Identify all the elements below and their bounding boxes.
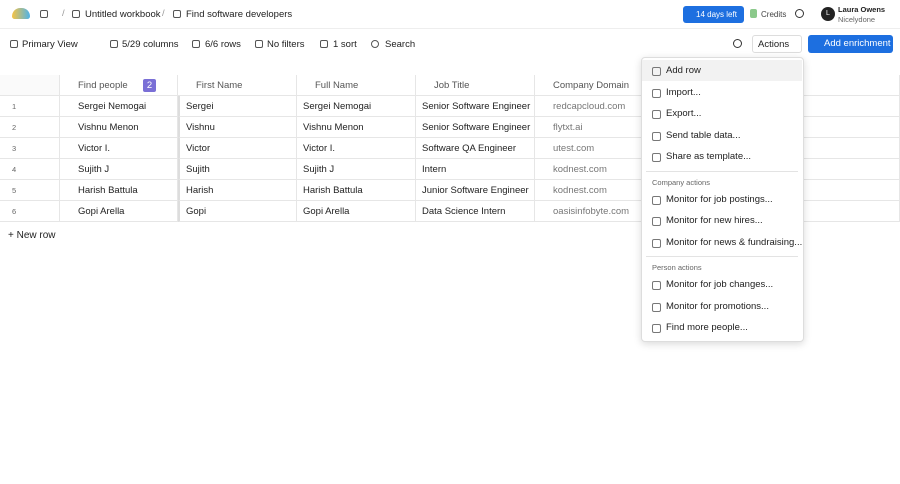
user-name: Laura Owens xyxy=(838,5,886,14)
workbook-icon xyxy=(72,10,80,18)
menu-item[interactable]: Export... xyxy=(642,103,802,124)
menu-item[interactable]: Monitor for promotions... xyxy=(642,296,802,317)
table-cell: Sujith J xyxy=(60,159,178,180)
separator: / xyxy=(162,8,165,19)
add-enrichment-button[interactable]: Add enrichment xyxy=(808,35,893,53)
table-cell: Vishnu Menon xyxy=(297,117,416,138)
rows-icon xyxy=(192,40,200,48)
table-cell: Gopi Arella xyxy=(60,201,178,222)
menu-item[interactable]: Find more people... xyxy=(642,317,802,338)
table-cell: Harish Battula xyxy=(60,180,178,201)
table-cell: Gopi xyxy=(178,201,297,222)
table-cell: Junior Software Engineer xyxy=(416,180,535,201)
filters-button[interactable]: No filters xyxy=(267,39,305,50)
table-cell: Victor xyxy=(178,138,297,159)
settings-icon[interactable] xyxy=(733,39,742,48)
actions-button[interactable]: Actions xyxy=(752,35,802,53)
actions-menu: Add row Import... Export... Send table data… xyxy=(641,57,804,342)
table-cell: Vishnu Menon xyxy=(60,117,178,138)
credits-icon xyxy=(750,9,757,18)
menu-section-title: Person actions xyxy=(652,263,702,272)
sort-button[interactable]: 1 sort xyxy=(333,39,357,50)
separator: / xyxy=(62,8,65,19)
workbook-name[interactable]: Untitled workbook xyxy=(85,9,161,20)
rows-button[interactable]: 6/6 rows xyxy=(205,39,241,50)
new-row-button[interactable]: + New row xyxy=(8,230,56,241)
search-icon xyxy=(371,40,379,48)
columns-icon xyxy=(110,40,118,48)
menu-section-title: Company actions xyxy=(652,177,710,187)
sort-icon xyxy=(320,40,328,48)
user-org: Nicelydone xyxy=(838,15,876,24)
credits[interactable]: Credits xyxy=(761,10,787,19)
column-header[interactable]: First Name xyxy=(178,75,297,96)
menu-item[interactable]: Monitor for news & fundraising... xyxy=(642,232,802,253)
table-cell: Senior Software Engineer xyxy=(416,96,535,117)
filter-icon xyxy=(255,40,263,48)
column-header[interactable]: Find people xyxy=(60,75,178,96)
view-icon xyxy=(10,40,18,48)
table-cell: Harish Battula xyxy=(297,180,416,201)
table-cell: Sergei Nemogai xyxy=(297,96,416,117)
column-header[interactable]: Job Title xyxy=(416,75,535,96)
table-cell: Sujith J xyxy=(297,159,416,180)
column-header[interactable]: Full Name xyxy=(297,75,416,96)
avatar[interactable]: L xyxy=(821,7,835,21)
menu-separator xyxy=(646,256,798,257)
row-number: 1 xyxy=(0,96,60,117)
menu-item[interactable]: Share as template... xyxy=(642,146,802,167)
menu-item[interactable]: Monitor for new hires... xyxy=(642,210,802,231)
table-name[interactable]: Find software developers xyxy=(186,9,293,20)
logo[interactable] xyxy=(12,8,30,19)
menu-item[interactable]: Monitor for job changes... xyxy=(642,274,802,295)
table-cell: Victor I. xyxy=(297,138,416,159)
menu-item[interactable]: Monitor for job postings... xyxy=(642,189,802,210)
header-cell xyxy=(0,75,60,96)
columns-button[interactable]: 5/29 columns xyxy=(122,39,179,50)
trial-button[interactable]: 14 days left xyxy=(683,6,744,23)
table-cell: Vishnu xyxy=(178,117,297,138)
table-cell: Data Science Intern xyxy=(416,201,535,222)
table-cell: Intern xyxy=(416,159,535,180)
people-count-badge: 2 xyxy=(143,79,156,92)
row-number: 2 xyxy=(0,117,60,138)
row-number: 6 xyxy=(0,201,60,222)
menu-separator xyxy=(646,170,798,172)
new-row-label[interactable]: New row xyxy=(16,230,56,241)
table-cell: Software QA Engineer xyxy=(416,138,535,159)
menu-item[interactable]: Add row xyxy=(642,60,802,81)
table-cell: Sergei Nemogai xyxy=(60,96,178,117)
table-icon xyxy=(173,10,181,18)
table-cell: Sujith xyxy=(178,159,297,180)
view-selector[interactable]: Primary View xyxy=(22,39,78,50)
table-cell: Gopi Arella xyxy=(297,201,416,222)
folder-icon[interactable] xyxy=(40,10,48,18)
search-button[interactable]: Search xyxy=(385,39,416,50)
row-number: 4 xyxy=(0,159,60,180)
table-cell: Sergei xyxy=(178,96,297,117)
table-cell: Harish xyxy=(178,180,297,201)
menu-item[interactable]: Send table data... xyxy=(642,125,802,146)
row-number: 5 xyxy=(0,180,60,201)
help-icon[interactable] xyxy=(795,9,804,18)
divider xyxy=(0,28,900,29)
table-cell: Senior Software Engineer xyxy=(416,117,535,138)
row-number: 3 xyxy=(0,138,60,159)
menu-item[interactable]: Import... xyxy=(642,82,802,103)
table-cell: Victor I. xyxy=(60,138,178,159)
